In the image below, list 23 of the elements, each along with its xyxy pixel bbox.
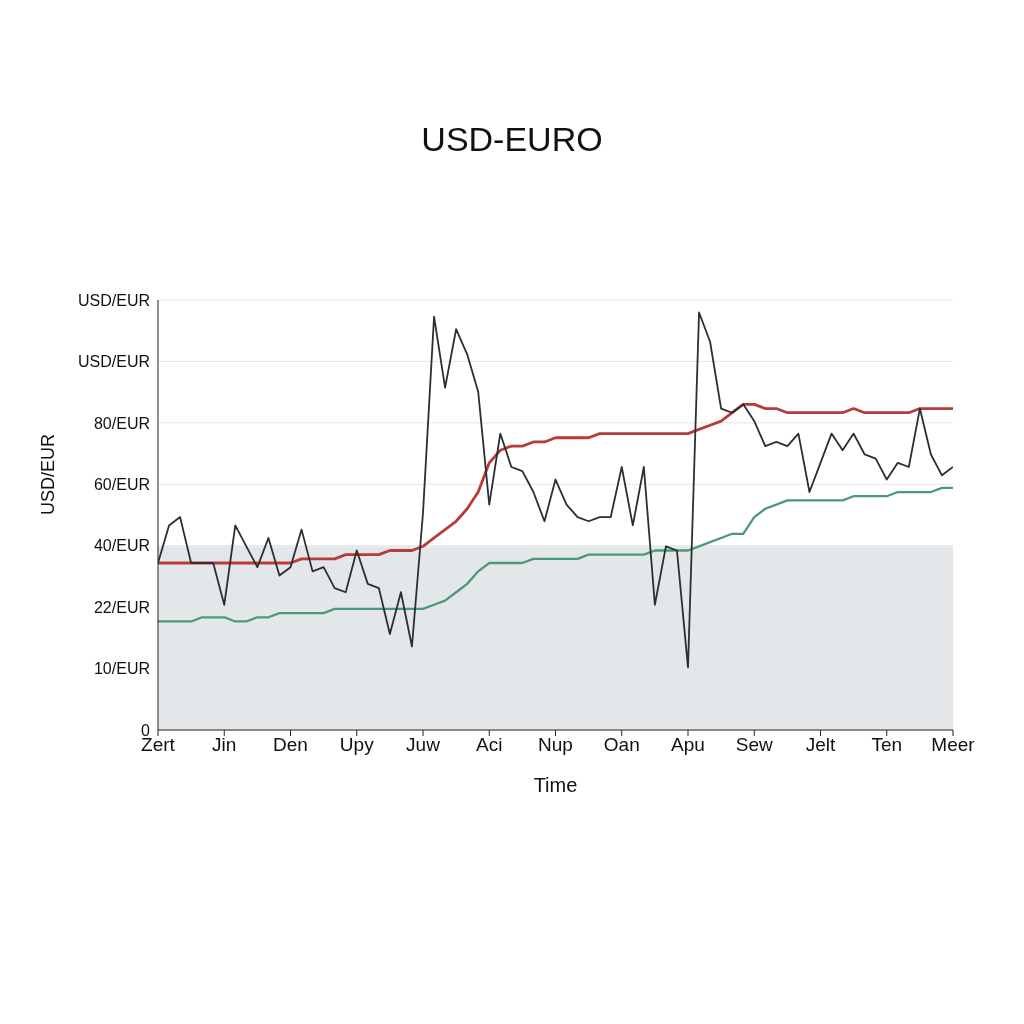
y-axis-title: USD/EUR	[38, 433, 59, 515]
text: USD/EUR	[77, 353, 150, 371]
x-tick-label: Apu	[671, 734, 705, 756]
x-tick-label: Den	[273, 734, 308, 756]
chart-title: USD-EURO	[420, 120, 604, 159]
x-tick-label: Meer	[931, 734, 976, 756]
text: 80/EUR	[93, 414, 150, 432]
text: USD/EUR	[77, 291, 150, 309]
text: 0	[141, 721, 151, 739]
x-tick-label: Jin	[212, 734, 237, 756]
x-tick-label: Upy	[339, 734, 375, 756]
text: 22/EUR	[93, 598, 150, 616]
x-tick-label: Oan	[603, 734, 640, 756]
x-tick-label: Aci	[476, 734, 503, 756]
text: 40/EUR	[93, 537, 150, 555]
x-tick-label: Ten	[871, 734, 903, 756]
x-tick-label: Jelt	[805, 734, 836, 756]
x-tick-label: Nup	[538, 734, 573, 756]
x-tick-label: Juw	[406, 734, 441, 756]
x-axis-title: Time	[533, 774, 578, 796]
text: 10/EUR	[93, 660, 150, 678]
x-tick-label: Sew	[735, 734, 774, 756]
text: 60/EUR	[93, 475, 150, 493]
